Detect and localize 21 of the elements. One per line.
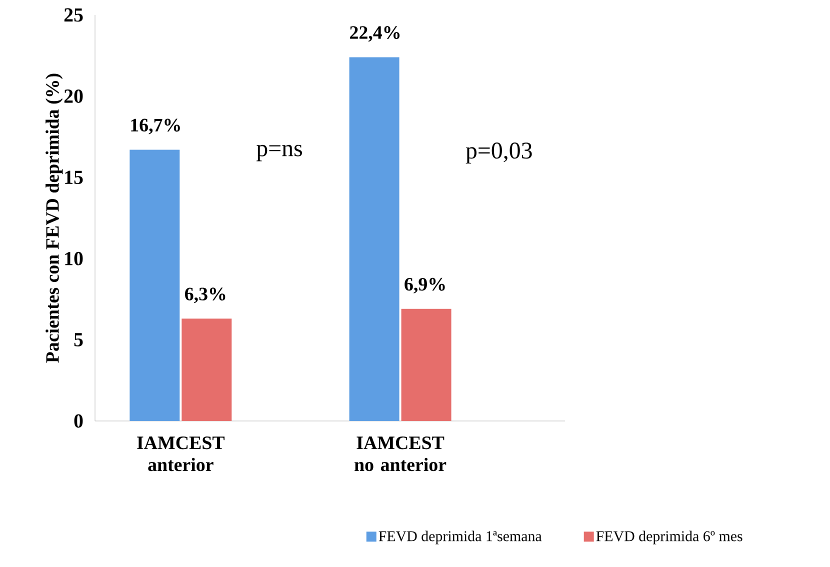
x-tick-label: IAMCEST anterior — [137, 436, 225, 472]
bar — [182, 318, 232, 421]
data-label: 6,3% — [185, 288, 226, 304]
y-tick-label: 5 — [74, 333, 83, 346]
y-tick-label: 0 — [74, 414, 83, 428]
annotation: p=ns — [256, 144, 302, 162]
data-label: 16,7% — [131, 118, 180, 134]
x-tick-label: IAMCEST no anterior — [354, 436, 446, 472]
annotation: p=0,03 — [466, 142, 532, 164]
legend-label: FEVD deprimida 6º mes — [596, 530, 742, 544]
y-tick-label: 15 — [65, 170, 83, 184]
legend-label: FEVD deprimida 1ªsemana — [378, 530, 542, 544]
y-tick-label: 20 — [64, 89, 83, 103]
bar — [401, 308, 452, 421]
bar — [130, 150, 180, 421]
bar — [349, 57, 400, 421]
data-label: 6,9% — [404, 278, 445, 294]
y-tick-label: 10 — [65, 252, 83, 266]
y-axis-title: Pacientes con FEVD deprimida (%) — [46, 74, 63, 363]
y-tick-label: 25 — [64, 8, 83, 22]
data-label: 22,4% — [350, 26, 400, 42]
